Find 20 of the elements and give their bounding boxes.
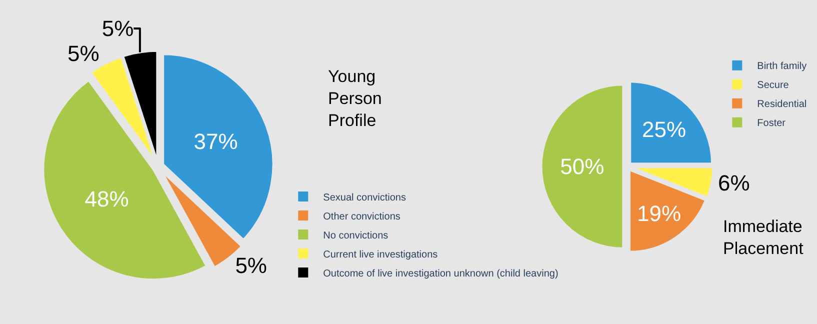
text: Immediate Placement: [723, 217, 804, 258]
legend-label: Other convictions: [323, 211, 400, 222]
legend-label: Outcome of live investigation unknown (child leaving): [323, 268, 558, 280]
data-label: 37%: [194, 128, 238, 154]
text: Young Person Profile: [328, 67, 382, 130]
data-label: 5%: [102, 16, 134, 42]
legend-label: Birth family: [757, 61, 807, 72]
data-label: 48%: [84, 186, 129, 212]
data-label: 5%: [67, 41, 100, 66]
data-label: 25%: [642, 117, 686, 142]
legend-label: Secure: [757, 80, 790, 92]
data-label: 5%: [235, 253, 267, 278]
legend-label: No convictions: [323, 230, 388, 242]
data-label: 6%: [718, 170, 750, 196]
legend-label: Sexual convictions: [323, 192, 406, 204]
legend-label: Residential: [757, 99, 807, 110]
data-label: 19%: [636, 200, 682, 226]
data-label: 50%: [560, 154, 604, 179]
legend-label: Current live investigations: [323, 249, 438, 260]
legend-label: Foster: [757, 118, 786, 130]
